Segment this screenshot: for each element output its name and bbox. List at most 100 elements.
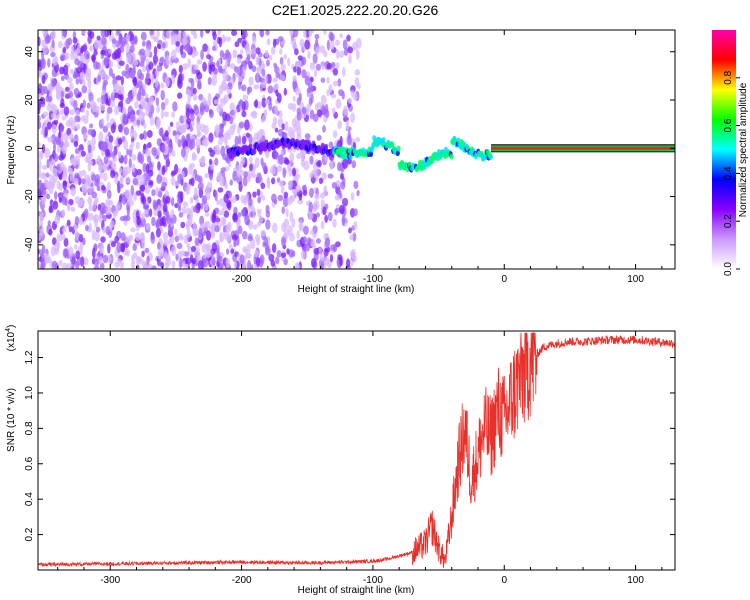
heatmap-cell xyxy=(126,148,130,156)
heatmap-cell xyxy=(217,187,224,193)
heatmap-cell xyxy=(241,230,248,240)
heatmap-cell xyxy=(110,123,116,134)
heatmap-cell xyxy=(252,148,257,155)
heatmap-cell xyxy=(160,82,165,89)
heatmap-cell xyxy=(148,160,153,169)
heatmap-cell xyxy=(160,89,165,101)
heatmap-cell xyxy=(266,176,270,185)
spectrogram-heatmap xyxy=(38,30,675,269)
heatmap-cell xyxy=(96,35,101,41)
heatmap-cell xyxy=(237,65,243,76)
heatmap-cell xyxy=(117,138,123,145)
heatmap-cell xyxy=(157,190,163,198)
heatmap-cell xyxy=(225,36,231,42)
heatmap-cell xyxy=(219,175,225,187)
heatmap-cell xyxy=(268,54,273,61)
heatmap-cell xyxy=(51,39,55,48)
heatmap-cell xyxy=(278,36,284,42)
heatmap-cell xyxy=(274,104,279,116)
heatmap-cell xyxy=(232,170,238,182)
heatmap-cell xyxy=(168,236,173,246)
heatmap-cell xyxy=(139,184,146,192)
heatmap-cell xyxy=(131,154,137,161)
heatmap-cell xyxy=(56,180,61,190)
heatmap-cell xyxy=(73,178,79,185)
heatmap-cell xyxy=(194,105,200,116)
heatmap-cell xyxy=(165,257,172,267)
heatmap-cell xyxy=(326,62,332,70)
heatmap-cell xyxy=(42,172,46,179)
heatmap-cell xyxy=(163,111,169,118)
heatmap-cell xyxy=(46,103,52,112)
heatmap-cell xyxy=(288,166,292,177)
heatmap-cell xyxy=(254,99,259,109)
heatmap-cell xyxy=(102,226,106,234)
heatmap-cell xyxy=(196,121,201,132)
heatmap-cell xyxy=(102,125,109,133)
heatmap-cell xyxy=(261,68,266,77)
heatmap-cell xyxy=(167,142,174,154)
heatmap-cell xyxy=(176,242,183,250)
heatmap-cell xyxy=(82,132,89,140)
heatmap-cell xyxy=(125,63,130,74)
heatmap-cell xyxy=(120,232,126,241)
heatmap-cell xyxy=(120,40,126,48)
heatmap-cell xyxy=(99,170,104,180)
heatmap-cell xyxy=(226,201,232,209)
heatmap-cell xyxy=(58,196,63,204)
heatmap-cell xyxy=(323,30,327,36)
heatmap-cell xyxy=(156,64,163,72)
heatmap-cell xyxy=(80,107,86,113)
heatmap-cell xyxy=(78,215,83,226)
snr-panel: -300 -200 -100 0 100 0.2 0.4 0.6 0.8 1.0 1.2 Heigh… xyxy=(5,325,676,596)
colorbar-gradient xyxy=(712,30,736,269)
colorbar-tick-label: 0.4 xyxy=(723,166,734,180)
heatmap-cell xyxy=(456,137,461,144)
heatmap-cell xyxy=(210,231,216,239)
colorbar-ticks: 0.0 0.2 0.4 0.6 0.8 xyxy=(723,70,740,276)
heatmap-cell xyxy=(114,156,118,162)
heatmap-cell xyxy=(73,140,79,148)
heatmap-cell xyxy=(44,147,51,159)
heatmap-cell xyxy=(80,178,87,185)
heatmap-cell xyxy=(202,43,208,52)
heatmap-cell xyxy=(318,247,322,255)
heatmap-cell xyxy=(52,55,59,66)
heatmap-cell xyxy=(295,185,302,192)
heatmap-cell xyxy=(94,174,101,184)
heatmap-cell xyxy=(142,65,147,73)
heatmap-cell xyxy=(322,206,327,216)
heatmap-cell xyxy=(68,226,73,233)
heatmap-cell xyxy=(70,258,77,267)
heatmap-cell xyxy=(217,255,223,263)
heatmap-cell xyxy=(352,232,357,242)
heatmap-cell xyxy=(126,206,130,217)
heatmap-cell xyxy=(101,36,107,46)
heatmap-cell xyxy=(62,180,68,186)
heatmap-cell xyxy=(88,204,93,212)
heatmap-cell xyxy=(174,134,179,144)
heatmap-cell xyxy=(349,234,354,241)
heatmap-cell xyxy=(114,174,119,185)
heatmap-cell xyxy=(314,33,320,40)
heatmap-cell xyxy=(92,200,97,210)
heatmap-cell xyxy=(139,259,145,266)
heatmap-cell xyxy=(193,187,198,198)
heatmap-cell xyxy=(323,247,329,257)
heatmap-cell xyxy=(180,147,186,158)
heatmap-cell xyxy=(100,208,106,215)
heatmap-cell xyxy=(124,71,131,79)
heatmap-cell xyxy=(242,94,249,101)
heatmap-cell xyxy=(69,68,74,75)
heatmap-cell xyxy=(139,174,145,185)
heatmap-cell xyxy=(135,190,141,196)
heatmap-cell xyxy=(271,243,277,254)
heatmap-cell xyxy=(236,57,242,65)
heatmap-cell xyxy=(281,123,285,131)
heatmap-cell xyxy=(252,35,257,45)
heatmap-cell xyxy=(178,64,183,74)
heatmap-cell xyxy=(131,86,137,97)
heatmap-cell xyxy=(346,34,351,42)
heatmap-cell xyxy=(185,107,190,119)
heatmap-cell xyxy=(286,248,290,255)
